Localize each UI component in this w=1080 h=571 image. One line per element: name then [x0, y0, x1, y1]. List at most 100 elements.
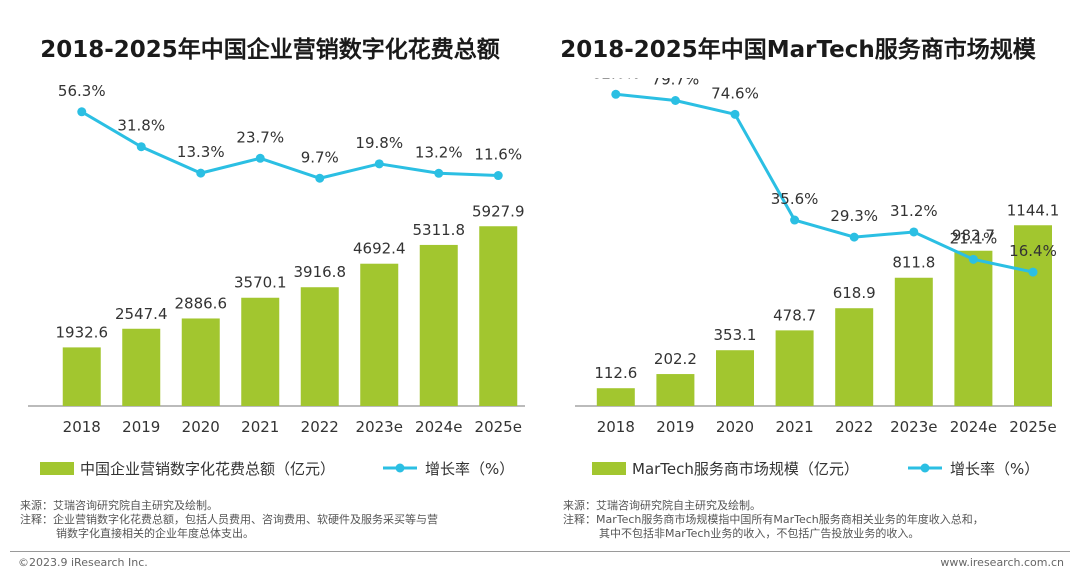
growth-value-label-2022: 29.3%: [830, 207, 878, 225]
bar-2025e: [479, 226, 518, 406]
bar-2021: [241, 297, 280, 406]
bar-2021: [775, 330, 814, 406]
growth-point-2019: [670, 95, 680, 105]
growth-point-2018: [77, 107, 87, 117]
x-tick-label-2019: 2019: [122, 418, 160, 436]
growth-value-label-2021: 35.6%: [771, 190, 819, 208]
bar-value-label-2020: 2886.6: [175, 294, 228, 312]
legend-bar-swatch: [40, 462, 74, 475]
growth-point-2022: [315, 173, 325, 183]
legend-line-marker: [920, 463, 930, 473]
bar-2018: [62, 347, 101, 406]
growth-point-2023e: [909, 227, 919, 237]
bar-value-label-2023e: 811.8: [892, 254, 935, 272]
bar-2025e: [1014, 225, 1052, 406]
footer-divider: [10, 551, 1070, 552]
bar-value-label-2020: 353.1: [714, 326, 757, 344]
growth-value-label-2024e: 13.2%: [415, 143, 463, 161]
bar-value-label-2019: 202.2: [654, 350, 697, 368]
right-source-note: 来源：艾瑞咨询研究院自主研究及绘制。: [563, 499, 761, 512]
left-chart-title: 2018-2025年中国企业营销数字化花费总额: [40, 37, 500, 63]
bar-value-label-2022: 618.9: [833, 284, 876, 302]
growth-rate-line: [80, 110, 499, 180]
x-tick-label-2024e: 2024e: [950, 418, 997, 436]
bar-value-label-2018: 1932.6: [56, 323, 109, 341]
growth-point-2020: [730, 109, 740, 119]
right-annotation-line-1: 注释：MarTech服务商市场规模指中国所有MarTech服务商相关业务的年度收…: [563, 513, 984, 526]
x-tick-label-2025e: 2025e: [1009, 418, 1056, 436]
bar-2022: [835, 308, 874, 406]
bar-2019: [656, 374, 695, 406]
bar-2024e: [419, 244, 458, 406]
growth-value-label-2021: 23.7%: [236, 128, 284, 146]
bar-2023e: [894, 277, 933, 406]
growth-point-2020: [196, 168, 206, 178]
bar-2023e: [360, 263, 399, 406]
growth-value-label-2024e: 21.1%: [950, 229, 998, 247]
bar-value-label-2024e: 982.7: [952, 227, 995, 245]
growth-value-label-2025e: 11.6%: [474, 146, 522, 164]
growth-point-2021: [790, 215, 800, 225]
right-annotation-line-2: 其中不包括非MarTech业务的收入，不包括广告投放业务的收入。: [599, 527, 920, 540]
growth-point-2024e: [434, 168, 444, 178]
bar-value-label-2019: 2547.4: [115, 305, 168, 323]
legend-bar-label: MarTech服务商市场规模（亿元）: [632, 460, 859, 478]
right-chart: 112.6 2018 202.2 2019 353.1 2020 478.7 2021 618.…: [575, 78, 1060, 478]
legend-bar-label: 中国企业营销数字化花费总额（亿元）: [80, 460, 335, 478]
left-annotation-line-1: 注释：企业营销数字化花费总额，包括人员费用、咨询费用、软硬件及服务采买等与营: [20, 513, 438, 526]
left-annotation-line-2: 销数字化直接相关的企业年度总体支出。: [56, 527, 254, 540]
x-tick-label-2018: 2018: [597, 418, 635, 436]
x-tick-label-2024e: 2024e: [415, 418, 462, 436]
growth-value-label-2019: 79.7%: [652, 78, 700, 88]
bar-value-label-2018: 112.6: [594, 364, 637, 382]
growth-point-2025e: [493, 171, 503, 181]
x-tick-label-2022: 2022: [835, 418, 873, 436]
growth-value-label-2023e: 19.8%: [355, 134, 403, 152]
growth-point-2024e: [968, 254, 978, 264]
x-tick-label-2023e: 2023e: [890, 418, 937, 436]
legend-line-marker: [395, 463, 405, 473]
growth-value-label-2019: 31.8%: [117, 117, 165, 135]
growth-value-label-2020: 74.6%: [711, 84, 759, 102]
legend-line-label: 增长率（%）: [950, 460, 1039, 478]
footer-website[interactable]: www.iresearch.com.cn: [940, 556, 1064, 569]
x-tick-label-2020: 2020: [182, 418, 220, 436]
right-chart-title: 2018-2025年中国MarTech服务商市场规模: [560, 37, 1036, 63]
bar-value-label-2024e: 5311.8: [413, 221, 466, 239]
bar-value-label-2021: 478.7: [773, 306, 816, 324]
left-notes: 来源：艾瑞咨询研究院自主研究及绘制。 注释：企业营销数字化花费总额，包括人员费用…: [20, 499, 530, 541]
left-chart: 1932.6 2018 2547.4 2019 2886.6 2020 3570.1 2021…: [28, 82, 525, 478]
x-tick-label-2021: 2021: [241, 418, 279, 436]
x-tick-label-2022: 2022: [301, 418, 339, 436]
bar-2018: [596, 388, 635, 406]
growth-value-label-2018: 82.0%: [592, 78, 640, 82]
growth-point-2022: [849, 232, 859, 242]
growth-point-2018: [611, 89, 621, 99]
x-tick-label-2019: 2019: [656, 418, 694, 436]
growth-point-2025e: [1028, 267, 1038, 277]
growth-value-label-2023e: 31.2%: [890, 202, 938, 220]
legend-line-label: 增长率（%）: [425, 460, 514, 478]
footer-copyright: ©2023.9 iResearch Inc.: [18, 556, 148, 569]
x-tick-label-2018: 2018: [63, 418, 101, 436]
x-tick-label-2023e: 2023e: [356, 418, 403, 436]
bar-value-label-2025e: 5927.9: [472, 202, 525, 220]
growth-point-2023e: [374, 159, 384, 169]
bar-2020: [181, 318, 220, 406]
left-source-note: 来源：艾瑞咨询研究院自主研究及绘制。: [20, 499, 218, 512]
x-tick-label-2021: 2021: [776, 418, 814, 436]
x-tick-label-2025e: 2025e: [475, 418, 522, 436]
x-tick-label-2020: 2020: [716, 418, 754, 436]
growth-value-label-2025e: 16.4%: [1009, 242, 1057, 260]
growth-value-label-2018: 56.3%: [58, 82, 106, 100]
bar-2019: [122, 328, 161, 406]
legend-bar-swatch: [592, 462, 626, 475]
bar-2022: [300, 287, 339, 406]
bar-2024e: [954, 250, 993, 406]
bar-value-label-2025e: 1144.1: [1007, 201, 1060, 219]
right-notes: 来源：艾瑞咨询研究院自主研究及绘制。 注释：MarTech服务商市场规模指中国所…: [563, 499, 1063, 541]
growth-point-2019: [136, 142, 146, 152]
growth-value-label-2020: 13.3%: [177, 143, 225, 161]
growth-value-label-2022: 9.7%: [301, 148, 339, 166]
bar-value-label-2022: 3916.8: [294, 263, 347, 281]
